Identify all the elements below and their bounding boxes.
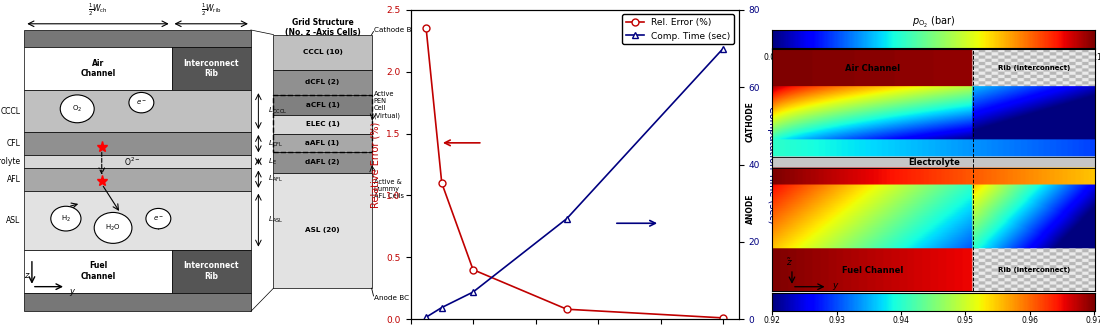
Text: Anode BC: Anode BC — [374, 295, 408, 301]
Text: aCFL (1): aCFL (1) — [306, 102, 340, 108]
Text: Grid Structure
(No. z -Axis Cells): Grid Structure (No. z -Axis Cells) — [285, 17, 361, 37]
Text: dAFL (2): dAFL (2) — [306, 159, 340, 165]
Bar — [274, 115, 372, 134]
Text: Rib (interconnect): Rib (interconnect) — [998, 267, 1070, 273]
Bar — [274, 172, 372, 288]
Text: y: y — [69, 287, 74, 296]
Rel. Error (%) — [466, 268, 480, 272]
Rel. Error (%) — [436, 181, 449, 185]
Text: CATHODE: CATHODE — [746, 101, 755, 142]
Bar — [274, 95, 372, 152]
Rel. Error (%) — [419, 26, 432, 30]
Text: Electrolyte: Electrolyte — [0, 157, 21, 166]
Circle shape — [129, 92, 154, 113]
Circle shape — [146, 208, 170, 229]
Text: $y$: $y$ — [833, 281, 840, 292]
Line: Comp. Time (sec): Comp. Time (sec) — [422, 45, 727, 321]
Line: Rel. Error (%): Rel. Error (%) — [422, 25, 727, 321]
Text: ELEC (1): ELEC (1) — [306, 121, 340, 127]
Comp. Time (sec) — [466, 290, 480, 294]
Text: aAFL (1): aAFL (1) — [306, 140, 340, 146]
Bar — [24, 47, 172, 90]
Bar — [24, 132, 251, 155]
Comp. Time (sec) — [716, 46, 729, 50]
Text: $L_{\rm CFL}$: $L_{\rm CFL}$ — [267, 139, 283, 149]
Text: $\tilde{z}$: $\tilde{z}$ — [785, 256, 792, 268]
Text: $L_{\rm CCCL}$: $L_{\rm CCCL}$ — [267, 106, 287, 116]
Bar — [24, 167, 251, 191]
Text: $L_{\rm AFL}$: $L_{\rm AFL}$ — [267, 174, 283, 184]
Bar — [24, 249, 172, 293]
Bar — [24, 293, 251, 311]
Rel. Error (%) — [716, 316, 729, 320]
Bar — [274, 134, 372, 152]
Comp. Time (sec) — [560, 216, 573, 220]
Text: $\frac{1}{2}W_{\rm ch}$: $\frac{1}{2}W_{\rm ch}$ — [88, 2, 108, 18]
Bar — [274, 152, 372, 172]
Text: $L_{\rm ASL}$: $L_{\rm ASL}$ — [267, 215, 284, 225]
Text: Interconnect
Rib: Interconnect Rib — [184, 262, 239, 281]
Text: CCCL: CCCL — [1, 107, 21, 116]
Text: Active
PEN
Cell
(Virtual): Active PEN Cell (Virtual) — [374, 91, 400, 118]
Bar — [24, 155, 251, 167]
Circle shape — [60, 95, 95, 123]
X-axis label: $p_{\mathrm{H_2}}$ (bar): $p_{\mathrm{H_2}}$ (bar) — [912, 328, 955, 329]
Text: Air Channel: Air Channel — [845, 64, 900, 73]
Title: $p_{\mathrm{O_2}}$ (bar): $p_{\mathrm{O_2}}$ (bar) — [912, 14, 955, 30]
Text: Rib (interconnect): Rib (interconnect) — [998, 65, 1070, 71]
Bar — [172, 47, 251, 90]
Text: H$_2$O: H$_2$O — [106, 223, 121, 233]
Text: ASL (20): ASL (20) — [305, 227, 340, 233]
Legend: Rel. Error (%), Comp. Time (sec): Rel. Error (%), Comp. Time (sec) — [623, 14, 734, 44]
Text: Interconnect
Rib: Interconnect Rib — [184, 59, 239, 78]
Text: CFL: CFL — [7, 139, 21, 148]
Text: O$_2$: O$_2$ — [73, 104, 82, 114]
Comp. Time (sec) — [419, 315, 432, 319]
Text: Fuel Channel: Fuel Channel — [842, 266, 903, 275]
Text: $e^-$: $e^-$ — [153, 214, 164, 223]
Text: ANODE: ANODE — [746, 193, 755, 224]
Bar — [172, 249, 251, 293]
Text: Cathode BC: Cathode BC — [374, 27, 416, 33]
Bar — [274, 70, 372, 95]
Text: $L_{\rm E}$: $L_{\rm E}$ — [267, 156, 277, 166]
Text: $\frac{1}{2}W_{\rm rib}$: $\frac{1}{2}W_{\rm rib}$ — [201, 2, 221, 18]
Bar — [24, 30, 251, 47]
Text: z: z — [24, 271, 29, 280]
Text: Active &
Dummy
AFL Cells: Active & Dummy AFL Cells — [374, 179, 404, 199]
Comp. Time (sec) — [436, 306, 449, 310]
Text: CCCL (10): CCCL (10) — [302, 49, 342, 55]
Text: dCFL (2): dCFL (2) — [306, 79, 340, 86]
Text: Air
Channel: Air Channel — [80, 59, 116, 78]
Text: ASL: ASL — [7, 216, 21, 225]
Bar — [274, 35, 372, 70]
Text: Fuel
Channel: Fuel Channel — [80, 262, 116, 281]
Text: H$_2$: H$_2$ — [60, 214, 70, 224]
Circle shape — [95, 213, 132, 243]
Text: O$^{2-}$: O$^{2-}$ — [124, 155, 141, 167]
Bar — [24, 90, 251, 132]
Bar — [24, 191, 251, 249]
Rel. Error (%) — [560, 307, 573, 311]
Text: Electrolyte: Electrolyte — [908, 158, 960, 167]
Bar — [274, 95, 372, 115]
Y-axis label: Relative Error (%): Relative Error (%) — [371, 121, 381, 208]
Text: $e^-$: $e^-$ — [135, 98, 147, 107]
Y-axis label: Computation Time (sec): Computation Time (sec) — [767, 106, 777, 223]
Circle shape — [51, 206, 81, 231]
Text: AFL: AFL — [7, 175, 21, 184]
